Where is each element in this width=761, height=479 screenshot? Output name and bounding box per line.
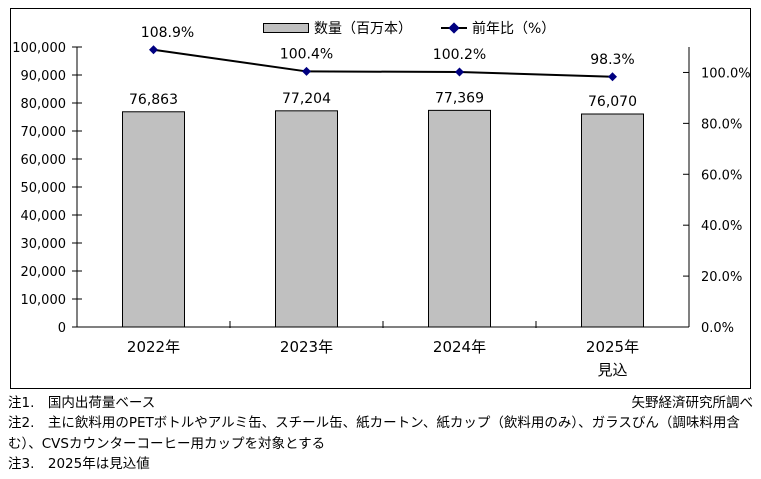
plot-svg: 0 10,000 20,000 30,000 40,000 50,000 60,000 70,… [12,25,750,379]
legend: 数量（百万本） 前年比（%） [11,18,750,38]
yoy-value-label: 100.2% [433,47,486,63]
quantity-bar [428,109,491,328]
quantity-bar [122,111,185,328]
left-axis-tick-label: 60,000 [21,153,67,168]
left-axis-tick-label: 10,000 [21,293,67,308]
right-axis-tick-label: 60.0% [701,168,742,183]
left-axis-tick-label: 0 [58,321,66,336]
left-axis-tick-label: 50,000 [21,181,67,196]
legend-item-yoy: 前年比（%） [441,18,555,38]
left-axis-tick-label: 40,000 [21,209,67,224]
line-series-marker-icon [441,22,467,34]
source-credit: 矢野経済研究所調べ [631,395,754,411]
left-axis-tick-label: 100,000 [12,41,66,56]
right-axis-tick-label: 0.0% [701,321,734,336]
quantity-bar [581,113,644,328]
legend-yoy-label: 前年比（%） [472,21,556,37]
bar-value-label: 77,204 [282,91,331,107]
note-row-1: 注1. 国内出荷量ベース 矢野経済研究所調べ [8,393,753,413]
yoy-line [153,48,613,78]
left-axis-tick-label: 30,000 [21,237,67,252]
note-1: 注1. 国内出荷量ベース [8,395,156,411]
yoy-value-label: 108.9% [141,25,194,41]
quantity-bar [275,110,338,328]
bar-value-label: 76,070 [588,94,637,110]
yoy-marker [608,72,617,82]
yoy-value-label: 98.3% [590,52,634,68]
notes-section: 注1. 国内出荷量ベース 矢野経済研究所調べ 注2. 主に飲料用のPETボトルや… [8,393,753,474]
chart-area-border: 0 10,000 20,000 30,000 40,000 50,000 60,000 70,… [10,8,751,389]
bar-value-label: 76,863 [129,92,178,108]
category-label: 2022年 [127,338,180,356]
left-axis-tick-label: 80,000 [21,97,67,112]
category-label: 2023年 [280,338,333,356]
note-3: 注3. 2025年は見込値 [8,455,150,472]
yoy-marker [302,66,311,76]
bar-series-swatch-icon [263,23,309,33]
yoy-value-label: 100.4% [280,46,333,62]
yoy-marker [149,45,158,55]
right-axis-tick-label: 40.0% [701,219,742,234]
category-label: 2025年 [586,338,639,356]
right-axis-tick-label: 100.0% [701,66,750,81]
left-axis-tick-label: 20,000 [21,265,67,280]
category-sublabel: 見込 [597,361,627,379]
left-axis-tick-label: 90,000 [21,69,67,84]
right-axis-tick-label: 20.0% [701,270,742,285]
note-2: 注2. 主に飲料用のPETボトルやアルミ缶、スチール缶、紙カートン、紙カップ（飲… [8,415,740,452]
category-label: 2024年 [433,338,486,356]
right-axis-tick-label: 80.0% [701,117,742,132]
legend-quantity-label: 数量（百万本） [314,21,412,37]
left-axis-tick-label: 70,000 [21,125,67,140]
legend-item-quantity: 数量（百万本） [263,18,412,38]
bar-value-label: 77,369 [435,90,484,106]
yoy-marker [455,67,464,77]
